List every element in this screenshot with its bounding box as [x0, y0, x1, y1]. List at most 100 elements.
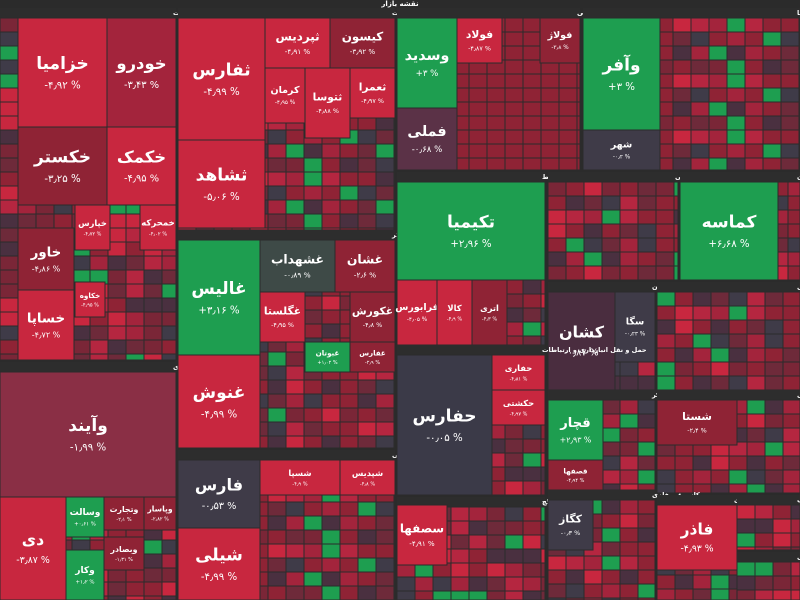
stock-tile[interactable]: [547, 291, 616, 391]
filler-tile: [285, 143, 305, 159]
filler-tile: [790, 589, 800, 600]
stock-tile[interactable]: [106, 17, 177, 128]
stock-tile[interactable]: [65, 496, 105, 538]
stock-tile[interactable]: [17, 126, 108, 206]
stock-tile[interactable]: [491, 354, 546, 391]
stock-tile[interactable]: [339, 459, 396, 496]
stock-tile[interactable]: [103, 496, 145, 531]
filler-tile: [762, 157, 782, 171]
stock-tile[interactable]: [656, 399, 738, 446]
filler-tile: [619, 195, 639, 211]
filler-tile: [0, 297, 19, 313]
stock-tile[interactable]: [17, 227, 75, 291]
filler-tile: [672, 73, 692, 89]
stock-tile[interactable]: [74, 204, 111, 251]
stock-tile[interactable]: [259, 239, 336, 293]
filler-tile: [540, 293, 546, 309]
filler-tile: [746, 361, 766, 377]
stock-tile[interactable]: [304, 341, 351, 373]
stock-tile[interactable]: [143, 496, 177, 531]
stock-tile[interactable]: [329, 17, 396, 69]
stock-tile[interactable]: [0, 371, 177, 498]
stock-tile[interactable]: [177, 354, 261, 449]
stock-tile[interactable]: [74, 281, 106, 318]
stock-tile[interactable]: [177, 17, 266, 141]
stock-tile[interactable]: [396, 279, 438, 346]
filler-tile: [0, 353, 19, 361]
filler-tile: [692, 588, 712, 600]
stock-tile[interactable]: [259, 459, 341, 496]
stock-tile[interactable]: [679, 181, 779, 281]
filler-tile: [125, 581, 145, 597]
stock-tile[interactable]: [349, 341, 396, 373]
filler-tile: [601, 527, 621, 543]
filler-tile: [746, 333, 766, 349]
filler-tile: [522, 143, 542, 159]
filler-tile: [673, 265, 679, 281]
stock-name: کگاز: [558, 513, 582, 526]
filler-tile: [450, 520, 470, 536]
stock-tile[interactable]: [17, 289, 75, 361]
filler-tile: [656, 347, 676, 363]
stock-tile[interactable]: [396, 504, 448, 566]
filler-tile: [504, 576, 524, 592]
filler-tile: [339, 227, 359, 231]
stock-tile[interactable]: [582, 17, 661, 131]
stock-name: فولاژ: [547, 30, 573, 41]
filler-tile: [303, 585, 323, 600]
stock-tile[interactable]: [547, 499, 594, 551]
stock-change: -۴٫۸ %: [363, 321, 382, 329]
filler-tile: [558, 129, 578, 145]
stock-tile[interactable]: [614, 291, 656, 363]
stock-tile[interactable]: [547, 399, 604, 461]
stock-tile[interactable]: [491, 389, 546, 426]
stock-tile[interactable]: [396, 354, 493, 496]
stock-tile[interactable]: [65, 549, 105, 600]
stock-tile[interactable]: [349, 67, 396, 119]
stock-tile[interactable]: [471, 279, 508, 346]
stock-tile[interactable]: [396, 181, 546, 281]
filler-tile: [321, 157, 341, 173]
stock-tile[interactable]: [656, 504, 738, 571]
filler-tile: [522, 506, 542, 522]
filler-tile: [375, 501, 395, 517]
filler-tile: [522, 520, 542, 536]
stock-change: +۳ %: [416, 69, 439, 79]
stock-tile[interactable]: [177, 527, 261, 600]
stock-tile[interactable]: [0, 496, 67, 600]
filler-tile: [303, 543, 323, 559]
stock-tile[interactable]: [103, 536, 145, 571]
stock-tile[interactable]: [177, 459, 261, 529]
stock-tile[interactable]: [334, 239, 396, 293]
stock-change: -۴٫۹ %: [447, 316, 462, 322]
stock-tile[interactable]: [264, 17, 331, 69]
filler-tile: [619, 513, 639, 529]
filler-tile: [601, 469, 621, 485]
stock-tile[interactable]: [456, 17, 503, 64]
stock-tile[interactable]: [177, 139, 266, 229]
filler-tile: [547, 181, 567, 197]
filler-tile: [673, 195, 679, 211]
filler-tile: [125, 353, 145, 361]
stock-tile[interactable]: [582, 129, 661, 171]
stock-tile[interactable]: [304, 67, 351, 139]
filler-tile: [504, 293, 524, 309]
filler-tile: [637, 483, 656, 491]
filler-tile: [303, 323, 323, 339]
stock-tile[interactable]: [259, 291, 306, 343]
stock-tile[interactable]: [349, 291, 396, 343]
stock-tile[interactable]: [139, 204, 177, 251]
filler-tile: [754, 532, 774, 548]
stock-tile[interactable]: [547, 459, 604, 491]
filler-tile: [746, 375, 766, 391]
stock-name: حفاری: [505, 363, 533, 374]
stock-tile[interactable]: [539, 17, 581, 64]
stock-tile[interactable]: [396, 107, 458, 171]
filler-tile: [540, 279, 546, 295]
stock-change: -۲٫۸۲ %: [151, 517, 169, 523]
stock-name: کرمان: [270, 85, 300, 96]
filler-tile: [576, 73, 581, 89]
stock-tile[interactable]: [17, 17, 108, 128]
filler-tile: [522, 335, 542, 346]
stock-tile[interactable]: [177, 239, 261, 356]
